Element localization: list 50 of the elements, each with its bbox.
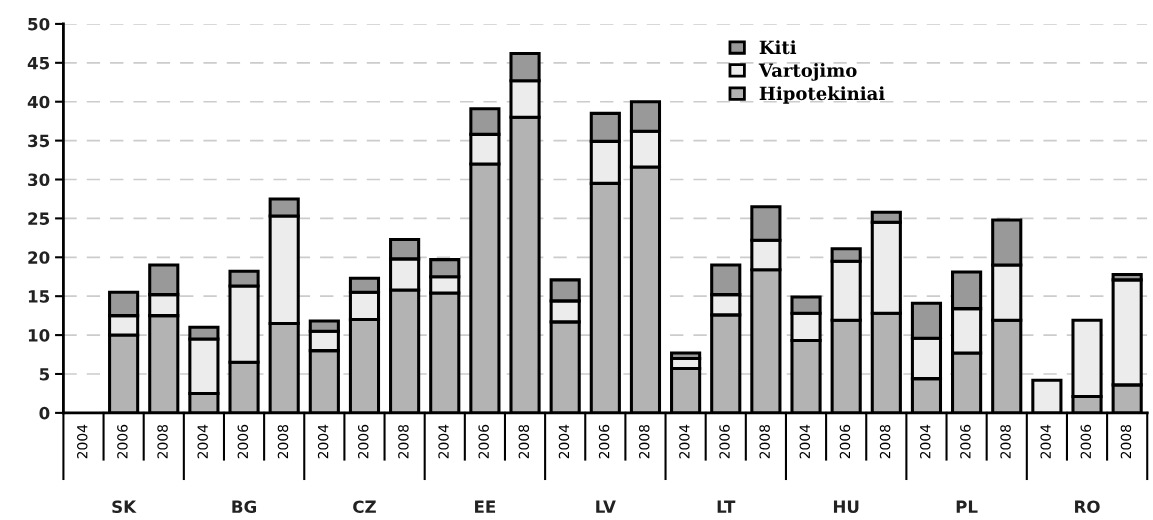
- x-tick-label: 2008: [759, 424, 770, 459]
- text: CZ: [353, 500, 376, 514]
- x-tick-label: 2006: [117, 424, 128, 459]
- x-tick-label: 2006: [1080, 424, 1092, 459]
- x-tick-label: 2006: [358, 424, 369, 459]
- x-tick-label: 2004: [1040, 424, 1051, 459]
- y-tick-label: 25: [28, 212, 50, 225]
- x-tick-label: 2008: [398, 424, 409, 459]
- x-tick-label: 2006: [719, 424, 730, 459]
- x-tick-label: 2008: [277, 424, 289, 459]
- text: EE: [475, 500, 496, 513]
- text: HU: [833, 500, 859, 514]
- x-tick-label: 2004: [77, 424, 88, 459]
- text: LV: [596, 500, 616, 513]
- x-tick-label: 2008: [879, 424, 891, 459]
- y-tick-label: 40: [27, 95, 50, 109]
- y-tick-label: 15: [28, 290, 50, 303]
- x-tick-label: 2004: [799, 424, 811, 459]
- text: SK: [112, 500, 137, 514]
- x-tick-label: 2004: [317, 424, 329, 459]
- x-tick-label: 2008: [1120, 424, 1132, 459]
- text: RO: [1075, 500, 1100, 514]
- x-tick-label: 2006: [478, 424, 489, 459]
- x-tick-label: 2006: [598, 424, 610, 459]
- text: PL: [956, 500, 978, 513]
- x-tick-label: 2006: [839, 424, 851, 459]
- y-tick-label: 0: [39, 406, 50, 420]
- x-tick-label: 2004: [197, 424, 208, 459]
- x-tick-label: 2004: [438, 424, 449, 459]
- legend-label: Vartojimo: [758, 63, 857, 81]
- x-tick-label: 2008: [1000, 424, 1011, 459]
- x-tick-label: 2006: [960, 424, 971, 459]
- text: LT: [717, 500, 736, 513]
- y-tick-label: 45: [27, 57, 50, 70]
- x-tick-label: 2004: [558, 424, 570, 459]
- y-tick-label: 35: [28, 134, 50, 148]
- x-tick-label: 2008: [157, 424, 168, 459]
- y-tick-label: 10: [28, 329, 50, 342]
- x-tick-label: 2008: [638, 424, 650, 459]
- x-tick-label: 2008: [518, 424, 530, 459]
- x-tick-label: 2006: [237, 424, 249, 459]
- text: BG: [232, 500, 257, 514]
- x-tick-label: 2004: [679, 424, 690, 459]
- y-tick-label: 5: [39, 368, 50, 381]
- legend-label: Hipotekiniai: [759, 86, 885, 104]
- y-tick-label: 20: [28, 251, 50, 264]
- y-tick-label: 50: [28, 17, 50, 31]
- x-tick-label: 2004: [919, 424, 931, 459]
- legend-label: Kiti: [759, 40, 797, 55]
- y-tick-label: 30: [28, 173, 50, 187]
